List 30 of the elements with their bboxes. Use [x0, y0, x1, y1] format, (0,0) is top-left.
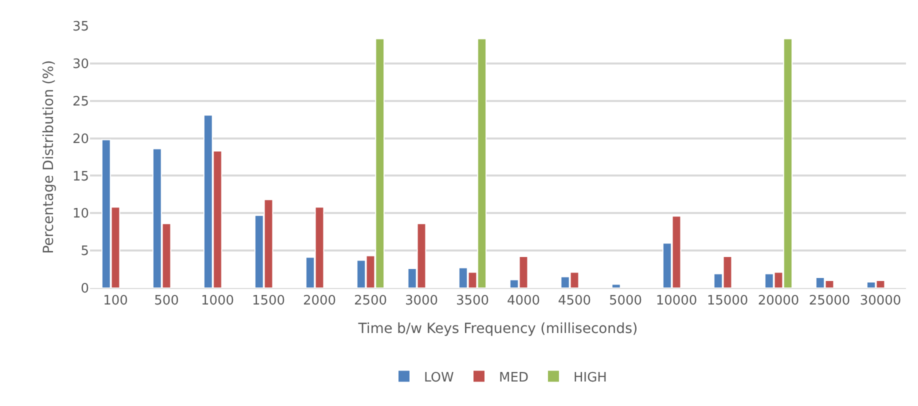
- y-tick-label: 20: [72, 132, 89, 147]
- x-tick-label: 2000: [302, 294, 336, 309]
- x-tick-label: 20000: [758, 294, 800, 309]
- y-tick-label: 25: [72, 94, 89, 110]
- legend-label: LOW: [424, 370, 454, 386]
- legend-label: MED: [499, 370, 528, 386]
- legend-label: HIGH: [573, 370, 607, 386]
- bar: [611, 284, 621, 288]
- x-tick-label: 1000: [200, 294, 234, 309]
- y-tick-label: 35: [72, 20, 89, 35]
- x-tick-label: 25000: [808, 294, 850, 309]
- x-tick-label: 2500: [354, 294, 388, 309]
- x-tick-label: 10000: [656, 294, 698, 309]
- x-tick-label: 500: [154, 294, 179, 309]
- x-axis-title: Time b/w Keys Frequency (milliseconds): [357, 320, 638, 337]
- x-tick-label: 15000: [706, 294, 748, 309]
- x-tick-label: 4500: [558, 294, 592, 309]
- y-tick-label: 0: [80, 282, 89, 297]
- x-tick-label: 100: [103, 294, 128, 309]
- y-tick-label: 10: [72, 206, 89, 222]
- x-tick-label: 1500: [252, 294, 286, 309]
- x-tick-label: 5000: [608, 294, 642, 309]
- y-axis-title: Percentage Distribution (%): [41, 60, 58, 254]
- x-tick-label: 3500: [456, 294, 490, 309]
- x-tick-label: 3000: [404, 294, 438, 309]
- x-tick-label: 4000: [506, 294, 540, 309]
- y-tick-label: 30: [72, 56, 89, 72]
- x-tick-label: 30000: [860, 294, 902, 309]
- y-tick-label: 15: [72, 169, 89, 184]
- y-tick-label: 5: [80, 244, 89, 260]
